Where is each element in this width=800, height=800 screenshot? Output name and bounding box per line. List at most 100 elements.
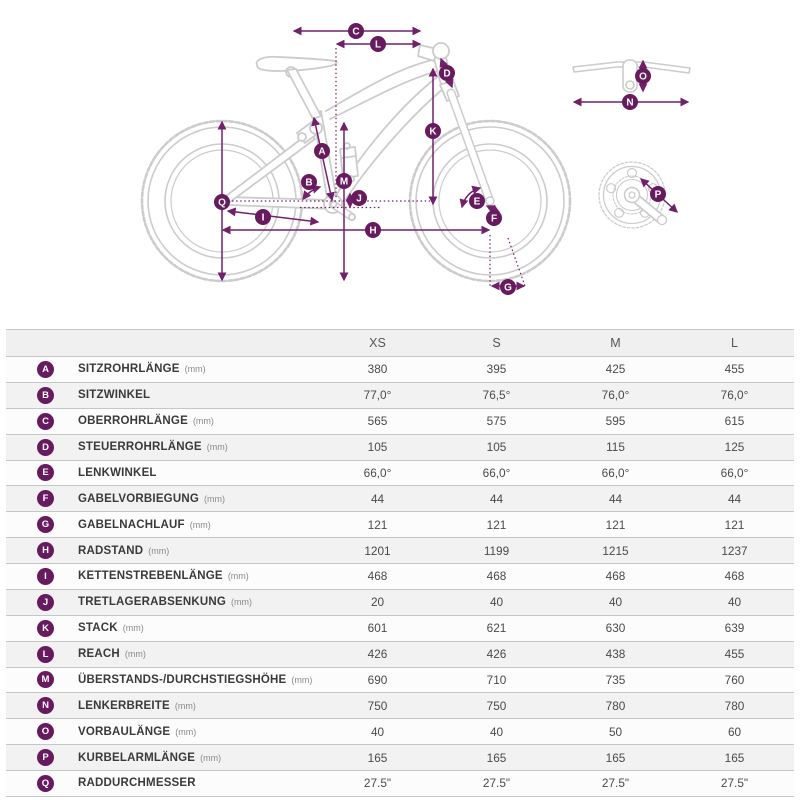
row-value: 750 (486, 698, 507, 713)
row-value: 468 (605, 569, 626, 584)
table-row-m: M ÜBERSTANDS-/DURCHSTIEGSHÖHE (mm) 690 710 73… (6, 666, 794, 693)
diagram-marker-k (425, 123, 441, 139)
row-letter-badge: A (6, 357, 78, 382)
header-badge-spacer (6, 330, 78, 356)
row-label: RADDURCHMESSER (78, 777, 196, 790)
row-label: GABELVORBIEGUNG (mm) (78, 492, 225, 505)
row-value: 780 (724, 698, 745, 713)
row-value: 27.5" (482, 776, 511, 791)
row-letter-badge: G (6, 512, 78, 537)
ref-dotted-slant-g (507, 237, 526, 287)
row-value: 121 (724, 517, 745, 532)
row-value: 165 (486, 750, 507, 765)
marker-badges: A B C D EF G H I J K L M N O P Q (214, 23, 666, 295)
table-row-h: H RADSTAND (mm) 1201 1199 1215 1237 (6, 537, 794, 563)
row-value: 40 (489, 724, 504, 739)
row-value: 426 (367, 647, 388, 662)
table-header-row: XS S M L (6, 329, 794, 356)
diagram-marker-letter: Q (218, 197, 226, 208)
row-letter-badge: N (6, 693, 78, 718)
row-label: RADSTAND (mm) (78, 544, 170, 557)
row-value: 621 (486, 621, 507, 636)
table-row-k: K STACK (mm) 601 621 630 639 (6, 614, 794, 641)
diagram-marker-q (214, 194, 230, 210)
diagram-marker-letter: B (305, 177, 312, 188)
row-label: ÜBERSTANDS-/DURCHSTIEGSHÖHE (mm) (78, 673, 313, 686)
row-value: 105 (486, 440, 507, 455)
row-value: 468 (367, 569, 388, 584)
row-value: 115 (606, 440, 625, 455)
dimension-lines (217, 26, 690, 291)
row-letter-badge: M (6, 668, 78, 693)
row-value: 66,0° (601, 465, 630, 480)
diagram-marker-a (314, 143, 330, 159)
row-value: 601 (367, 621, 388, 636)
diagram-marker-l (370, 36, 386, 52)
table-row-p: P KURBELARMLÄNGE (mm) 165 165 165 165 (6, 744, 794, 770)
dim-headangle-e (459, 185, 482, 209)
row-letter-badge: P (6, 745, 78, 770)
row-value: 40 (608, 595, 623, 610)
row-letter-badge: H (6, 538, 78, 563)
diagram-marker-letter: D (443, 68, 450, 79)
row-value: 615 (724, 414, 745, 429)
row-value: 44 (608, 491, 623, 506)
row-value: 595 (605, 414, 626, 429)
row-label: LENKWINKEL (78, 466, 157, 479)
row-value: 121 (605, 517, 626, 532)
diagram-marker-o (635, 68, 651, 84)
diagram-marker-letter: E (474, 196, 481, 207)
row-value: 455 (724, 362, 745, 377)
row-value: 760 (724, 672, 745, 687)
row-label: SITZWINKEL (78, 389, 151, 402)
row-letter-badge: I (6, 564, 78, 589)
diagram-marker-letter: J (356, 193, 362, 204)
row-value: 165 (367, 750, 388, 765)
diagram-marker-letter: K (429, 126, 437, 137)
diagram-marker-i (255, 209, 271, 225)
table-row-o: O VORBAULÄNGE (mm) 40 40 50 60 (6, 718, 794, 745)
row-value: 76,0° (601, 388, 630, 403)
diagram-marker-letter: I (262, 212, 265, 223)
row-value: 468 (724, 569, 745, 584)
diagram-marker-letter: A (318, 146, 325, 157)
table-row-i: I KETTENSTREBENLÄNGE (mm) 468 468 468 468 (6, 563, 794, 589)
row-letter-badge: B (6, 383, 78, 408)
row-value: 1237 (721, 543, 748, 558)
row-value: 1201 (364, 543, 391, 558)
row-label: VORBAULÄNGE (mm) (78, 725, 197, 738)
row-value: 76,0° (720, 388, 749, 403)
row-letter-badge: O (6, 719, 78, 744)
row-value: 121 (486, 517, 507, 532)
diagram-marker-m (336, 173, 352, 189)
row-label: STACK (mm) (78, 622, 144, 635)
row-label: SITZROHRLÄNGE (mm) (78, 363, 206, 376)
row-label: LENKERBREITE (mm) (78, 699, 196, 712)
geometry-table-body: A SITZROHRLÄNGE (mm) 380 395 425 455 B SITZWINKE… (6, 356, 794, 796)
row-letter-badge: K (6, 616, 78, 641)
row-value: 20 (370, 595, 385, 610)
diagram-marker-letter: O (639, 71, 647, 82)
table-row-g: G GABELNACHLAUF (mm) 121 121 121 121 (6, 511, 794, 538)
diagram-marker-p (650, 186, 666, 202)
diagram-marker-letter: L (375, 39, 381, 50)
diagram-marker-j (351, 190, 367, 206)
row-value: 76,5° (482, 388, 511, 403)
row-letter-badge: E (6, 461, 78, 486)
row-label: STEUERROHRLÄNGE (mm) (78, 441, 228, 454)
row-value: 425 (605, 362, 626, 377)
row-value: 380 (367, 362, 388, 377)
row-value: 455 (724, 647, 745, 662)
row-value: 1215 (602, 543, 629, 558)
diagram-marker-g (500, 279, 516, 295)
row-value: 44 (489, 491, 504, 506)
row-value: 40 (370, 724, 385, 739)
row-value: 121 (367, 517, 388, 532)
diagram-marker-c (348, 23, 364, 39)
row-value: 710 (486, 672, 507, 687)
row-value: 27.5" (363, 776, 392, 791)
table-row-e: E LENKWINKEL 66,0° 66,0° 66,0° 66,0° (6, 459, 794, 486)
dim-chainstay-i (226, 207, 320, 226)
row-value: 105 (367, 440, 388, 455)
